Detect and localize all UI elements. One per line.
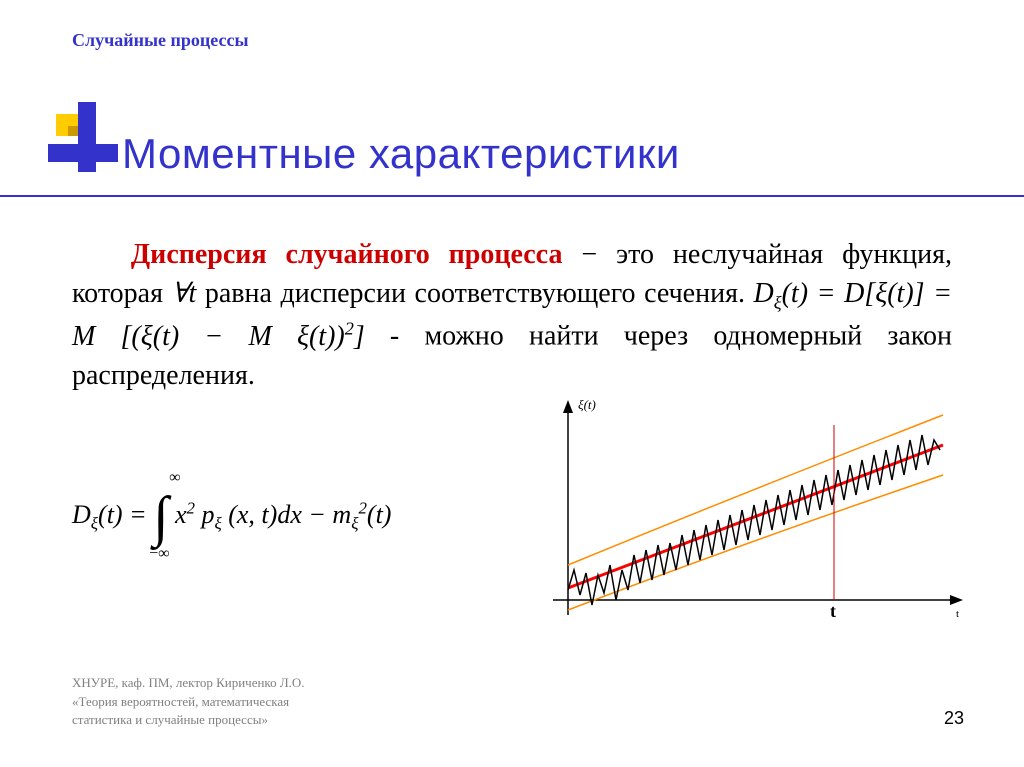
- slide-accent-logo: [48, 102, 118, 192]
- footer-credits: ХНУРЕ, каф. ПМ, лектор Кириченко Л.О. «Т…: [72, 674, 305, 729]
- term-phrase: Дисперсия случайного процесса: [131, 239, 563, 270]
- forall-symbol: ∀t: [172, 278, 197, 309]
- text-part-3: равна дисперсии соответствующего сечения…: [196, 278, 745, 309]
- integral-upper: ∞: [169, 469, 180, 487]
- integral-lower: −∞: [149, 545, 169, 563]
- body-text: Дисперсия случайного процесса − это несл…: [72, 235, 952, 395]
- signal-chart: ξ(t) t t: [538, 395, 968, 635]
- footer-line-1: ХНУРЕ, каф. ПМ, лектор Кириченко Л.О.: [72, 674, 305, 692]
- breadcrumb: Случайные процессы: [72, 30, 249, 51]
- chart-y-label: ξ(t): [578, 397, 596, 412]
- page-number: 23: [944, 708, 964, 729]
- formula-integral: Dξ(t) = ∫ ∞ −∞ x2 pξ (x, t)dx − mξ2(t): [72, 485, 391, 549]
- slide-title: Моментные характеристики: [122, 130, 680, 178]
- footer-line-3: статистика и случайные процессы»: [72, 711, 305, 729]
- svg-text:t: t: [956, 608, 959, 620]
- title-underline: [0, 195, 1024, 197]
- footer-line-2: «Теория вероятностей, математическая: [72, 693, 305, 711]
- chart-x-tick: t: [830, 601, 836, 621]
